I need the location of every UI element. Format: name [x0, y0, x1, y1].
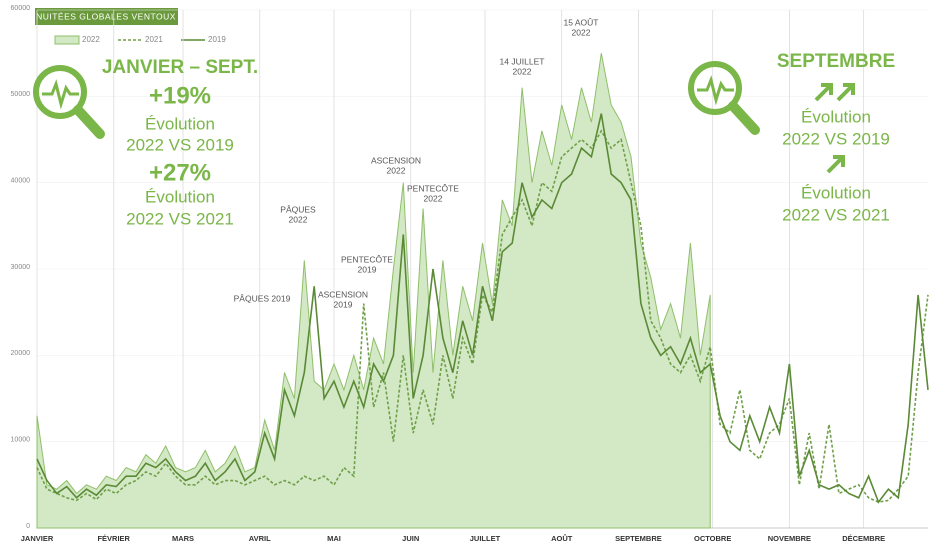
annotation: 2022: [289, 214, 308, 224]
x-tick-label: OCTOBRE: [694, 534, 731, 543]
callout-change: +19%: [149, 82, 211, 109]
line-2021: [36, 129, 929, 503]
annotation: 2019: [334, 299, 353, 309]
x-tick-label: MARS: [172, 534, 194, 543]
title-box: [35, 8, 178, 25]
arrow-icons: [814, 83, 855, 174]
legend-label: 2022: [82, 35, 100, 44]
search-icon: [688, 61, 760, 135]
x-tick-label: NOVEMBRE: [768, 534, 811, 543]
annotation: PÂQUES: [280, 204, 316, 214]
y-tick-label: 0: [26, 523, 30, 530]
annotation: PÂQUES 2019: [234, 293, 291, 303]
callout-period: JANVIER – SEPT.: [102, 57, 258, 78]
callout-label: 2022 VS 2021: [126, 209, 234, 228]
y-tick-label: 20000: [11, 350, 31, 357]
search-icon: [33, 65, 105, 139]
callout-label: Évolution: [801, 183, 871, 202]
annotation: 2019: [358, 264, 377, 274]
y-tick-label: 60000: [11, 5, 31, 12]
x-tick-label: MAI: [327, 534, 341, 543]
annotation: PENTECÔTE: [341, 254, 393, 264]
annotation: 14 JUILLET: [500, 56, 545, 66]
y-tick-label: 40000: [11, 178, 31, 185]
callout-label: Évolution: [801, 107, 871, 126]
callout-label: 2022 VS 2019: [126, 135, 234, 154]
area-2022: [36, 53, 711, 529]
annotation: ASCENSION: [371, 155, 421, 165]
y-tick-label: 30000: [11, 264, 31, 271]
x-tick-label: JUILLET: [470, 534, 501, 543]
callout-period: SEPTEMBRE: [777, 51, 895, 72]
legend-swatch: [54, 35, 80, 45]
x-tick-label: FÉVRIER: [97, 534, 130, 543]
annotation: 2022: [424, 193, 443, 203]
x-tick-label: SEPTEMBRE: [615, 534, 662, 543]
chart-title: NUITÉES GLOBALES VENTOUX: [36, 11, 176, 21]
callout-label: Évolution: [145, 187, 215, 206]
x-tick-label: AVRIL: [249, 534, 271, 543]
legend-label: 2019: [208, 35, 226, 44]
annotation: ASCENSION: [318, 289, 368, 299]
callout-change: +27%: [149, 159, 211, 186]
plot: 0 10000 20000 30000 40000 50000 60000 JANVIER FÉ…: [11, 5, 929, 543]
x-tick-label: JUIN: [402, 534, 419, 543]
legend: 2022 2021 2019: [54, 35, 226, 45]
callout-label: Évolution: [145, 114, 215, 133]
annotation: 2022: [572, 27, 591, 37]
y-tick-label: 10000: [11, 437, 31, 444]
annotation: 2022: [513, 66, 532, 76]
line-2019: [36, 113, 929, 504]
annotation: 15 AOÛT: [564, 17, 599, 27]
x-tick-label: DÉCEMBRE: [842, 534, 885, 543]
legend-label: 2021: [145, 35, 163, 44]
callout-label: 2022 VS 2019: [782, 129, 890, 148]
x-tick-label: JANVIER: [21, 534, 54, 543]
y-tick-label: 50000: [11, 91, 31, 98]
annotation: PENTECÔTE: [407, 183, 459, 193]
x-tick-label: AOÛT: [551, 534, 573, 543]
annotation: 2022: [387, 165, 406, 175]
callout-label: 2022 VS 2021: [782, 205, 890, 224]
